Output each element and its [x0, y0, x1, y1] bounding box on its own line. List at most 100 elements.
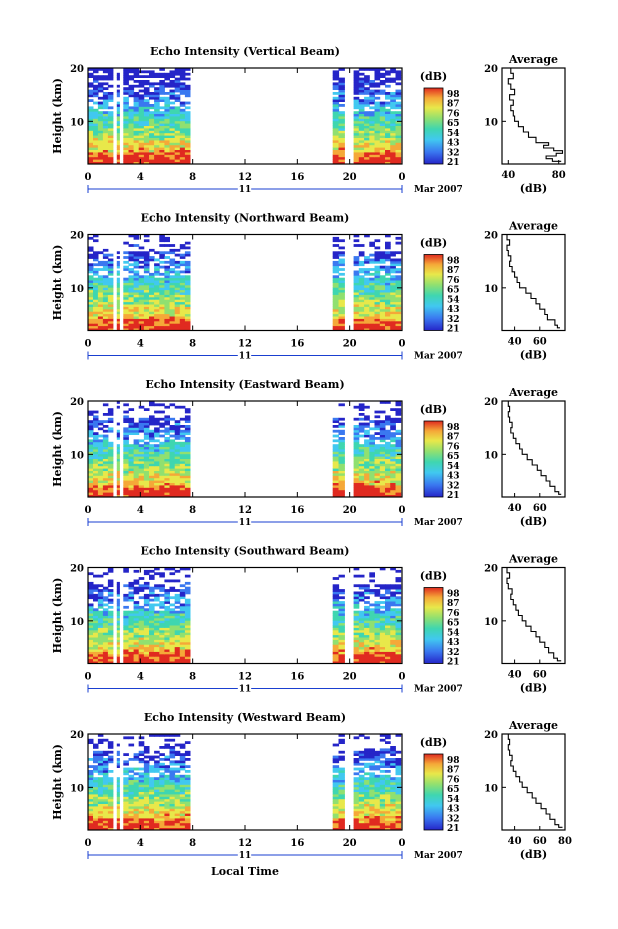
- heatmap-cell: [133, 128, 140, 131]
- heatmap-cell: [353, 313, 360, 317]
- heatmap-cell: [390, 791, 396, 795]
- heatmap-cell: [385, 258, 391, 262]
- heatmap-cell: [179, 591, 186, 595]
- heatmap-cell: [143, 584, 150, 588]
- heatmap-cell: [369, 253, 375, 257]
- heatmap-cell: [338, 656, 345, 660]
- heatmap-cell: [159, 644, 165, 648]
- heatmap-cell: [97, 603, 104, 607]
- date-month-label: Mar 2007: [414, 518, 463, 528]
- heatmap-cell: [97, 760, 104, 764]
- heatmap-cell: [353, 649, 360, 652]
- heatmap-cell: [169, 156, 176, 160]
- heatmap-cell: [374, 791, 381, 795]
- heatmap-cell: [133, 796, 140, 800]
- heatmap-cell: [97, 311, 104, 315]
- heatmap-cell: [385, 806, 391, 809]
- heatmap-cell: [159, 132, 165, 136]
- heatmap-cell: [143, 569, 150, 573]
- heatmap-cell: [353, 429, 360, 433]
- heatmap-cell: [385, 289, 391, 293]
- heatmap-cell: [93, 304, 99, 307]
- heatmap-cell: [395, 320, 402, 324]
- heatmap-cell: [174, 147, 181, 150]
- heatmap-cell: [179, 815, 186, 819]
- heatmap-cell: [395, 796, 402, 800]
- heatmap-cell: [395, 494, 402, 498]
- heatmap-cell: [138, 101, 145, 105]
- heatmap-cell: [159, 84, 165, 88]
- heatmap-cell: [97, 646, 104, 650]
- heatmap-cell: [385, 605, 391, 609]
- heatmap-cell: [154, 99, 160, 102]
- heatmap-cell: [184, 246, 191, 250]
- heatmap-cell: [128, 159, 135, 162]
- heatmap-cell: [169, 567, 176, 571]
- heatmap-cell: [358, 130, 365, 134]
- heatmap-cell: [102, 586, 109, 590]
- heatmap-cell: [93, 622, 99, 626]
- heatmap-cell: [174, 485, 181, 488]
- heatmap-cell: [88, 128, 94, 131]
- heatmap-cell: [174, 94, 181, 98]
- heatmap-cell: [358, 649, 365, 652]
- heatmap-cell: [379, 328, 386, 331]
- heatmap-cell: [395, 116, 402, 119]
- heatmap-cell: [116, 603, 120, 607]
- heatmap-cell: [93, 306, 99, 310]
- heatmap-cell: [364, 130, 370, 134]
- heatmap-cell: [97, 767, 104, 771]
- heatmap-cell: [102, 456, 109, 459]
- heatmap-cell: [133, 591, 140, 595]
- heatmap-cell: [379, 622, 386, 626]
- heatmap-cell: [369, 658, 375, 662]
- heatmap-cell: [116, 422, 120, 426]
- heatmap-cell: [107, 818, 114, 821]
- heatmap-cell: [128, 256, 135, 259]
- heatmap-cell: [93, 256, 99, 259]
- heatmap-cell: [332, 280, 340, 283]
- heatmap-cell: [138, 296, 145, 300]
- heatmap-cell: [379, 596, 386, 600]
- heatmap-cell: [358, 620, 365, 624]
- heatmap-cell: [174, 441, 181, 445]
- heatmap-cell: [88, 791, 94, 795]
- heatmap-cell: [133, 487, 140, 491]
- heatmap-cell: [379, 786, 386, 790]
- heatmap-cell: [169, 427, 176, 431]
- heatmap-cell: [97, 738, 104, 742]
- heatmap-cell: [123, 622, 129, 626]
- heatmap-cell: [338, 325, 345, 329]
- heatmap-cell: [133, 803, 140, 807]
- heatmap-cell: [97, 116, 104, 119]
- heatmap-cell: [332, 268, 340, 271]
- heatmap-cell: [385, 625, 391, 628]
- heatmap-cell: [169, 475, 176, 479]
- heatmap-cell: [149, 116, 155, 119]
- heatmap-cell: [379, 159, 386, 162]
- heatmap-cell: [358, 468, 365, 471]
- heatmap-cell: [138, 70, 145, 74]
- heatmap-cell: [123, 437, 129, 440]
- heatmap-cell: [358, 482, 365, 486]
- heatmap-cell: [116, 323, 120, 327]
- heatmap-cell: [353, 468, 360, 471]
- heatmap-cell: [116, 123, 120, 126]
- heatmap-cell: [128, 251, 135, 255]
- heatmap-cell: [358, 149, 365, 153]
- heatmap-cell: [88, 605, 94, 609]
- heatmap-cell: [164, 791, 170, 795]
- heatmap-cell: [338, 789, 345, 792]
- heatmap-cell: [379, 779, 386, 783]
- heatmap-cell: [138, 444, 145, 447]
- colorbar: [423, 587, 444, 664]
- heatmap-cell: [138, 156, 145, 160]
- heatmap-cell: [338, 661, 345, 664]
- heatmap-cell: [374, 289, 381, 293]
- heatmap-cell: [138, 284, 145, 288]
- y-axis-label: Height (km): [51, 245, 64, 321]
- heatmap-cell: [369, 779, 375, 783]
- heatmap-cell: [116, 475, 120, 479]
- heatmap-cell: [338, 786, 345, 790]
- heatmap-cell: [116, 453, 120, 457]
